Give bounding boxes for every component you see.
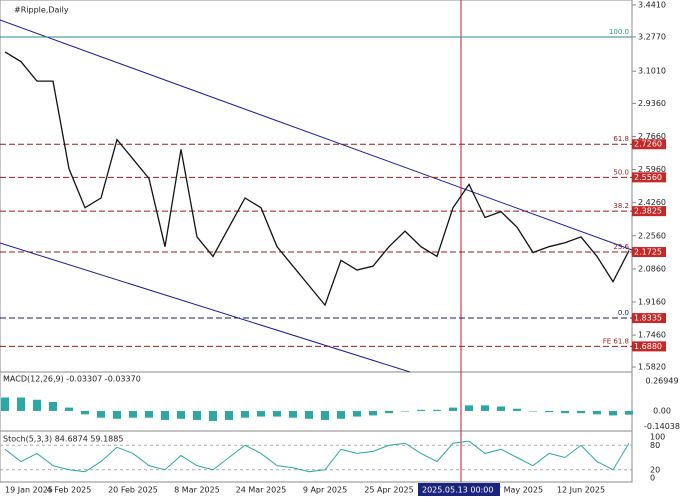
stoch-tick-label: 20 bbox=[650, 465, 660, 474]
y-tick-label: 1.9160 bbox=[638, 297, 666, 306]
level-tag bbox=[632, 206, 666, 217]
macd-bar bbox=[161, 410, 169, 420]
crosshair-tag bbox=[418, 483, 500, 496]
stoch-tick-label: 100 bbox=[650, 433, 665, 442]
level-tag-label: 2.3825 bbox=[634, 207, 662, 216]
macd-bar bbox=[177, 410, 185, 419]
stoch-tick-label: 0 bbox=[650, 473, 655, 482]
level-tag-label: 1.8335 bbox=[634, 314, 662, 323]
macd-bar bbox=[417, 409, 425, 411]
x-tick-label: 4 Feb 2025 bbox=[47, 486, 92, 495]
channel-line bbox=[0, 19, 633, 251]
fib-label: 61.8 bbox=[613, 135, 629, 143]
macd-bar bbox=[401, 410, 409, 412]
x-tick-label: 8 Mar 2025 bbox=[174, 486, 220, 495]
y-tick-label: 2.5960 bbox=[638, 165, 666, 174]
x-tick-label: 12 Jun 2025 bbox=[557, 486, 605, 495]
macd-bar bbox=[209, 410, 217, 422]
macd-bar bbox=[273, 410, 281, 417]
macd-bar bbox=[289, 410, 297, 418]
x-tick-label: 19 Jan 2025 bbox=[5, 486, 53, 495]
macd-tick-label: 0.00 bbox=[653, 406, 671, 415]
macd-bar bbox=[353, 410, 361, 417]
macd-bar bbox=[529, 410, 537, 412]
level-tag bbox=[632, 247, 666, 258]
y-tick-label: 1.7460 bbox=[638, 331, 666, 340]
stoch-label: Stoch(5,3,3) 84.6874 59.1885 bbox=[3, 435, 123, 444]
macd-bar bbox=[257, 410, 265, 417]
macd-bar bbox=[113, 410, 121, 419]
macd-bar bbox=[497, 406, 505, 411]
macd-bar bbox=[337, 410, 345, 419]
macd-bar bbox=[1, 397, 9, 411]
level-tag bbox=[632, 341, 666, 352]
y-tick-label: 1.5820 bbox=[638, 363, 666, 372]
macd-bar bbox=[17, 397, 25, 411]
level-tag bbox=[632, 172, 666, 183]
y-tick-label: 3.4410 bbox=[638, 1, 666, 10]
macd-bar bbox=[545, 410, 553, 413]
macd-bar bbox=[305, 410, 313, 419]
chart-title: #Ripple,Daily bbox=[14, 6, 69, 15]
stoch-line bbox=[4, 440, 630, 473]
level-tag-label: 2.7260 bbox=[634, 140, 662, 149]
macd-bar bbox=[193, 410, 201, 420]
macd-bar bbox=[561, 410, 569, 414]
y-tick-label: 2.7660 bbox=[638, 132, 666, 141]
level-tag bbox=[632, 313, 666, 324]
y-tick-label: 2.0860 bbox=[638, 264, 666, 273]
stoch-tick-label: 80 bbox=[650, 441, 660, 450]
channel-line bbox=[0, 242, 411, 373]
macd-tick-label: -0.14038 bbox=[644, 422, 680, 431]
macd-bar bbox=[481, 405, 489, 411]
fib-label: 50.0 bbox=[613, 168, 629, 176]
macd-tick-label: 0.26949 bbox=[645, 376, 678, 385]
macd-bar bbox=[449, 407, 457, 411]
x-tick-label: 24 Mar 2025 bbox=[236, 486, 287, 495]
macd-label: MACD(12,26,9) -0.03307 -0.03370 bbox=[3, 375, 141, 384]
y-tick-label: 3.1010 bbox=[638, 67, 666, 76]
x-tick-label: 27 May 2025 bbox=[491, 486, 543, 495]
fib-label: 38.2 bbox=[613, 202, 629, 210]
y-tick-label: 2.4260 bbox=[638, 198, 666, 207]
level-tag bbox=[632, 139, 666, 150]
x-tick-label: 9 Apr 2025 bbox=[303, 486, 347, 495]
crosshair-label: 2025.05.13 00:00 bbox=[422, 486, 493, 495]
macd-bar bbox=[97, 410, 105, 418]
macd-bar bbox=[513, 408, 521, 411]
macd-bar bbox=[225, 410, 233, 420]
macd-bar bbox=[433, 409, 441, 411]
macd-bar bbox=[145, 410, 153, 418]
fib-label: 100.0 bbox=[609, 28, 629, 36]
macd-bar bbox=[81, 410, 89, 415]
fib-label: FE 61.8 bbox=[603, 337, 629, 345]
macd-bar bbox=[593, 410, 601, 415]
plot-frame bbox=[0, 0, 633, 483]
macd-bar bbox=[577, 410, 585, 414]
x-tick-label: 20 Feb 2025 bbox=[108, 486, 158, 495]
level-tag-label: 1.6880 bbox=[634, 342, 662, 351]
macd-bar bbox=[385, 410, 393, 414]
y-tick-label: 3.2770 bbox=[638, 32, 666, 41]
price-line bbox=[4, 51, 630, 307]
macd-bar bbox=[49, 402, 57, 411]
macd-bar bbox=[609, 410, 617, 416]
y-tick-label: 2.9360 bbox=[638, 99, 666, 108]
macd-bar bbox=[369, 410, 377, 416]
fib-label: 23.6 bbox=[613, 243, 629, 251]
fib-label: 0.0 bbox=[618, 309, 629, 317]
level-tag-label: 2.1725 bbox=[634, 248, 662, 257]
macd-bar bbox=[33, 399, 41, 411]
macd-bar bbox=[65, 407, 73, 411]
level-tag-label: 2.5560 bbox=[634, 173, 662, 182]
macd-bar bbox=[241, 410, 249, 418]
y-tick-label: 2.2560 bbox=[638, 231, 666, 240]
x-tick-label: 25 Apr 2025 bbox=[364, 486, 413, 495]
macd-bar bbox=[465, 405, 473, 411]
macd-bar bbox=[625, 410, 633, 415]
macd-bar bbox=[129, 410, 137, 418]
macd-bar bbox=[321, 410, 329, 420]
